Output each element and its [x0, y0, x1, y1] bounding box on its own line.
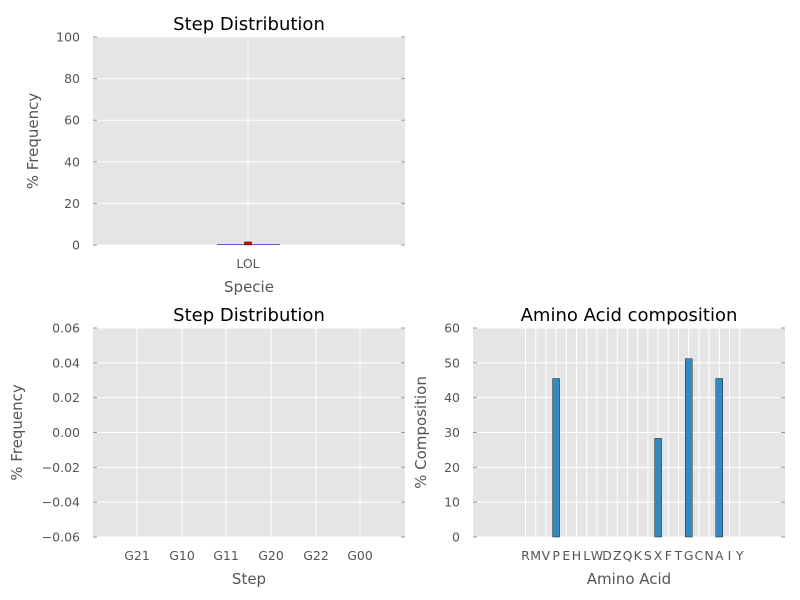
x-tick-label: Z	[613, 548, 622, 563]
y-tick-label: 0.04	[52, 355, 80, 370]
y-tick-label: 0.06	[52, 321, 80, 336]
x-axis-label: Step	[232, 570, 266, 588]
y-tick-label: 40	[444, 390, 460, 405]
y-tick-label: 20	[64, 196, 80, 211]
x-tick-label: P	[552, 548, 560, 563]
x-tick-label: N	[704, 548, 713, 563]
y-tick-label: 40	[64, 154, 80, 169]
x-tick-label: R	[521, 548, 530, 563]
y-tick-label: −0.02	[42, 460, 80, 475]
amino-acid-chart: 0 10 20 30 40 50 60 R M V P E H L W D Z Q K S X F T G C N A I Y Amino…	[412, 305, 785, 588]
species-step-chart: 0 20 40 60 80 100 LOL Step Distribution Specie % …	[24, 14, 405, 296]
x-tick-label: Q	[623, 548, 633, 563]
chart-title: Step Distribution	[173, 14, 325, 35]
bar	[685, 358, 693, 538]
x-tick-label: G21	[124, 548, 150, 563]
y-axis-label: % Composition	[412, 376, 430, 489]
bar	[244, 241, 252, 246]
y-tick-label: 20	[444, 460, 460, 475]
chart-title: Step Distribution	[173, 305, 325, 326]
bar	[715, 378, 723, 538]
x-tick-label: S	[644, 548, 652, 563]
y-tick-label: 0	[72, 238, 80, 253]
x-tick-label: G	[684, 548, 694, 563]
x-tick-label: K	[634, 548, 643, 563]
bar	[654, 438, 662, 538]
x-tick-label: T	[674, 548, 683, 563]
x-tick-label: G22	[303, 548, 329, 563]
x-tick-label: G00	[347, 548, 373, 563]
y-tick-label: 0	[452, 530, 460, 545]
x-tick-label: C	[695, 548, 704, 563]
y-tick-label: 80	[64, 71, 80, 86]
y-tick-label: 50	[444, 355, 460, 370]
x-tick-label: G11	[213, 548, 239, 563]
x-tick-label: E	[562, 548, 570, 563]
y-tick-label: −0.06	[42, 530, 80, 545]
bar	[552, 378, 560, 538]
chart-title: Amino Acid composition	[521, 305, 738, 326]
x-tick-label: H	[572, 548, 581, 563]
x-tick-label: V	[542, 548, 551, 563]
y-tick-label: 0.00	[52, 425, 80, 440]
y-tick-label: 30	[444, 425, 460, 440]
y-tick-label: 60	[64, 113, 80, 128]
y-axis-label: % Frequency	[8, 384, 26, 481]
x-tick-label: I	[728, 548, 732, 563]
x-tick-label: X	[654, 548, 663, 563]
y-tick-label: 60	[444, 321, 460, 336]
y-axis-label: % Frequency	[24, 93, 42, 190]
y-tick-label: −0.04	[42, 495, 80, 510]
x-tick-label: D	[602, 548, 612, 563]
x-tick-label: W	[591, 548, 603, 563]
x-tick-label: M	[530, 548, 541, 563]
x-tick-label: L	[583, 548, 590, 563]
x-tick-label: G20	[258, 548, 284, 563]
x-tick-label: A	[715, 548, 724, 563]
y-tick-label: 10	[444, 495, 460, 510]
x-tick-label: F	[665, 548, 672, 563]
x-axis-label: Amino Acid	[587, 570, 671, 588]
x-tick-label: Y	[735, 548, 744, 563]
plot-area	[93, 37, 405, 245]
x-tick-label: LOL	[236, 256, 259, 271]
y-tick-label: 0.02	[52, 390, 80, 405]
x-tick-label: G10	[169, 548, 195, 563]
x-axis-label: Specie	[224, 278, 274, 296]
y-tick-label: 100	[56, 30, 80, 45]
step-distribution-chart: −0.06 −0.04 −0.02 0.00 0.02 0.04 0.06 G21 G10 G11…	[8, 305, 405, 588]
